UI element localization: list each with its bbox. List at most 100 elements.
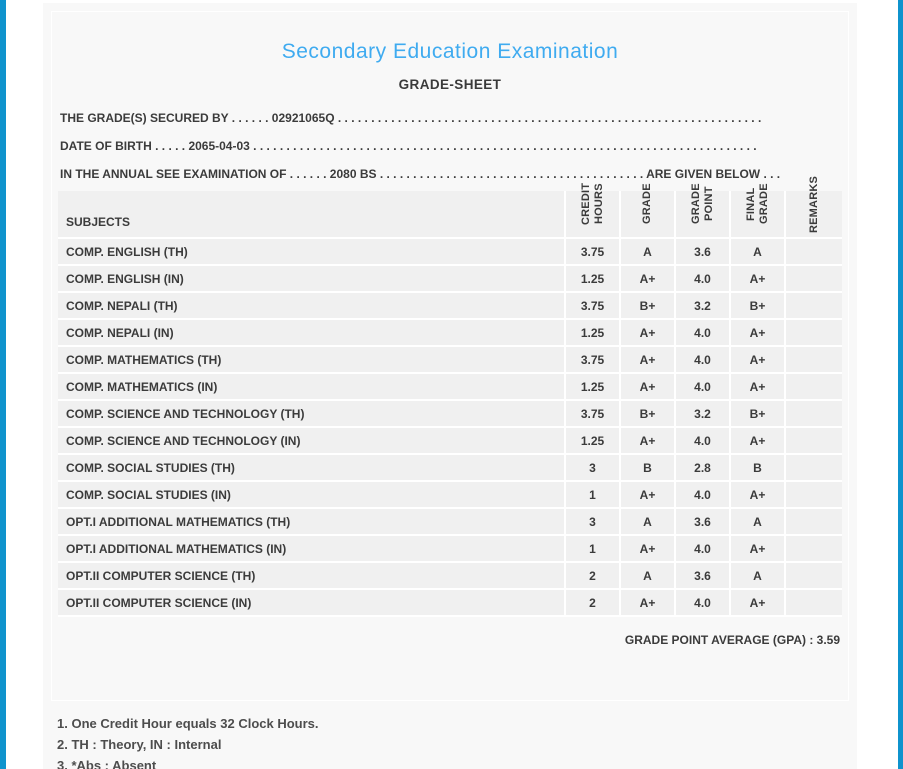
date-of-birth-line: DATE OF BIRTH . . . . . 2065-04-03 . . .…: [60, 140, 757, 153]
row-remarks: [784, 239, 842, 266]
column-header-grade-label: GRADE: [641, 183, 653, 225]
grades-table-body: COMP. ENGLISH (TH) 3.75 A 3.6 A COMP. ENGLISH…: [58, 239, 842, 617]
gpa-summary: GRADE POINT AVERAGE (GPA) : 3.59: [624, 633, 840, 647]
row-remarks: [784, 428, 842, 455]
row-grade: B+: [619, 401, 674, 428]
subject-row: OPT.I ADDITIONAL MATHEMATICS (IN) 1 A+ 4.0 A…: [58, 536, 842, 563]
row-grade: A+: [619, 374, 674, 401]
column-header-credit-hours: CREDIT HOURS: [564, 183, 619, 239]
row-final-grade: A: [729, 239, 784, 266]
row-grade: B: [619, 455, 674, 482]
row-grade: A: [619, 239, 674, 266]
row-credit-hours: 3: [564, 509, 619, 536]
row-credit-hours: 3: [564, 455, 619, 482]
row-grade: A+: [619, 320, 674, 347]
row-subject: OPT.I ADDITIONAL MATHEMATICS (IN): [58, 536, 564, 563]
subject-row: COMP. MATHEMATICS (IN) 1.25 A+ 4.0 A+: [58, 374, 842, 401]
row-remarks: [784, 320, 842, 347]
column-header-remarks-label: REMARKS: [807, 175, 820, 233]
row-grade-point: 3.6: [674, 509, 729, 536]
row-subject: COMP. ENGLISH (IN): [58, 266, 564, 293]
subject-row: OPT.I ADDITIONAL MATHEMATICS (TH) 3 A 3.6 A: [58, 509, 842, 536]
row-final-grade: A+: [729, 536, 784, 563]
column-header-credit-hours-label: CREDIT HOURS: [579, 182, 605, 226]
column-header-remarks: REMARKS: [784, 176, 842, 239]
row-grade-point: 4.0: [674, 266, 729, 293]
row-subject: COMP. MATHEMATICS (IN): [58, 374, 564, 401]
row-remarks: [784, 509, 842, 536]
row-credit-hours: 1.25: [564, 428, 619, 455]
row-grade: A+: [619, 428, 674, 455]
subject-row: COMP. MATHEMATICS (TH) 3.75 A+ 4.0 A+: [58, 347, 842, 374]
row-credit-hours: 3.75: [564, 239, 619, 266]
row-grade-point: 3.2: [674, 401, 729, 428]
row-grade-point: 4.0: [674, 347, 729, 374]
grade-sheet-panel: Secondary Education Examination GRADE-SH…: [51, 11, 849, 701]
column-header-final-grade: FINAL GRADE: [729, 184, 784, 239]
row-final-grade: B+: [729, 401, 784, 428]
row-subject: COMP. SCIENCE AND TECHNOLOGY (IN): [58, 428, 564, 455]
row-remarks: [784, 590, 842, 617]
row-grade: A+: [619, 536, 674, 563]
subject-row: OPT.II COMPUTER SCIENCE (IN) 2 A+ 4.0 A+: [58, 590, 842, 617]
column-header-grade: GRADE: [619, 184, 674, 239]
examination-year-line: IN THE ANNUAL SEE EXAMINATION OF . . . .…: [60, 168, 781, 181]
row-final-grade: A+: [729, 590, 784, 617]
row-grade: A: [619, 563, 674, 590]
subject-row: COMP. ENGLISH (IN) 1.25 A+ 4.0 A+: [58, 266, 842, 293]
row-grade: A+: [619, 482, 674, 509]
row-credit-hours: 3.75: [564, 401, 619, 428]
footnote-abs: 3. *Abs : Absent: [57, 758, 157, 769]
row-final-grade: A+: [729, 428, 784, 455]
row-credit-hours: 3.75: [564, 347, 619, 374]
row-credit-hours: 1: [564, 482, 619, 509]
footnotes: 1. One Credit Hour equals 32 Clock Hours…: [57, 713, 857, 769]
column-header-subjects: SUBJECTS: [58, 191, 564, 239]
row-final-grade: A+: [729, 347, 784, 374]
row-subject: COMP. NEPALI (IN): [58, 320, 564, 347]
row-remarks: [784, 266, 842, 293]
row-final-grade: B+: [729, 293, 784, 320]
column-header-final-grade-label: FINAL GRADE: [744, 183, 770, 225]
row-subject: COMP. NEPALI (TH): [58, 293, 564, 320]
column-header-grade-point: GRADE POINT: [674, 184, 729, 239]
row-subject: COMP. MATHEMATICS (TH): [58, 347, 564, 374]
subject-row: COMP. NEPALI (IN) 1.25 A+ 4.0 A+: [58, 320, 842, 347]
row-remarks: [784, 563, 842, 590]
row-remarks: [784, 482, 842, 509]
row-subject: COMP. SOCIAL STUDIES (IN): [58, 482, 564, 509]
row-remarks: [784, 401, 842, 428]
row-grade-point: 3.6: [674, 239, 729, 266]
subject-row: COMP. ENGLISH (TH) 3.75 A 3.6 A: [58, 239, 842, 266]
row-subject: COMP. ENGLISH (TH): [58, 239, 564, 266]
row-final-grade: A+: [729, 266, 784, 293]
grade-sheet-card: Secondary Education Examination GRADE-SH…: [43, 3, 857, 769]
row-subject: COMP. SOCIAL STUDIES (TH): [58, 455, 564, 482]
row-final-grade: B: [729, 455, 784, 482]
row-remarks: [784, 347, 842, 374]
row-credit-hours: 1: [564, 536, 619, 563]
row-grade: B+: [619, 293, 674, 320]
row-credit-hours: 1.25: [564, 374, 619, 401]
row-remarks: [784, 455, 842, 482]
row-grade-point: 4.0: [674, 536, 729, 563]
row-grade: A+: [619, 266, 674, 293]
subject-row: COMP. SCIENCE AND TECHNOLOGY (IN) 1.25 A+ 4…: [58, 428, 842, 455]
grades-table-header-row: SUBJECTS CREDIT HOURS GRADE GRADE POINT …: [58, 176, 842, 239]
row-grade: A: [619, 509, 674, 536]
row-grade-point: 3.2: [674, 293, 729, 320]
subject-row: COMP. SOCIAL STUDIES (IN) 1 A+ 4.0 A+: [58, 482, 842, 509]
sheet-subtitle: GRADE-SHEET: [398, 77, 502, 92]
subject-row: COMP. NEPALI (TH) 3.75 B+ 3.2 B+: [58, 293, 842, 320]
footnote-th-in: 2. TH : Theory, IN : Internal: [57, 737, 222, 752]
row-final-grade: A+: [729, 374, 784, 401]
row-grade-point: 3.6: [674, 563, 729, 590]
row-credit-hours: 3.75: [564, 293, 619, 320]
row-credit-hours: 2: [564, 590, 619, 617]
page-title: Secondary Education Examination: [281, 40, 619, 63]
row-final-grade: A: [729, 509, 784, 536]
row-subject: COMP. SCIENCE AND TECHNOLOGY (TH): [58, 401, 564, 428]
subject-row: COMP. SCIENCE AND TECHNOLOGY (TH) 3.75 B+ 3…: [58, 401, 842, 428]
grades-table: SUBJECTS CREDIT HOURS GRADE GRADE POINT …: [58, 176, 842, 617]
